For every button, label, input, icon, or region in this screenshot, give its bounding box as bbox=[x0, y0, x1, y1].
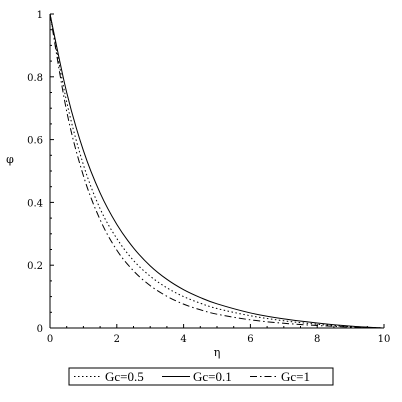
series-line-gc-1 bbox=[49, 13, 385, 329]
y-tick-label: 0.2 bbox=[27, 261, 43, 272]
y-tick-label: 1 bbox=[37, 10, 43, 21]
y-tick-label: 0.4 bbox=[27, 198, 43, 209]
y-tick-label: 0.8 bbox=[27, 73, 43, 84]
x-tick-label: 4 bbox=[180, 334, 186, 345]
x-tick-label: 8 bbox=[314, 334, 320, 345]
x-tick-label: 2 bbox=[114, 334, 120, 345]
x-tick-label: 10 bbox=[378, 334, 391, 345]
series-layer bbox=[49, 13, 385, 329]
series-line-gc-0-5 bbox=[49, 13, 385, 329]
x-tick-label: 0 bbox=[47, 334, 53, 345]
axes: 0 2 4 6 8 10 0 0.2 0.4 0.6 0.8 1 bbox=[27, 10, 390, 345]
legend-label: Gc=1 bbox=[281, 369, 310, 384]
legend-label: Gc=0.1 bbox=[193, 369, 232, 384]
x-axis-label: η bbox=[214, 346, 221, 359]
y-axis-label: φ bbox=[6, 153, 14, 166]
x-tick-label: 6 bbox=[247, 334, 253, 345]
y-tick-label: 0 bbox=[37, 324, 43, 335]
legend: Gc=0.5 Gc=0.1 Gc=1 bbox=[68, 367, 334, 386]
legend-label: Gc=0.5 bbox=[105, 369, 144, 384]
y-tick-label: 0.6 bbox=[27, 136, 43, 147]
series-line-gc-0-1 bbox=[49, 13, 385, 329]
legend-box bbox=[68, 367, 334, 386]
